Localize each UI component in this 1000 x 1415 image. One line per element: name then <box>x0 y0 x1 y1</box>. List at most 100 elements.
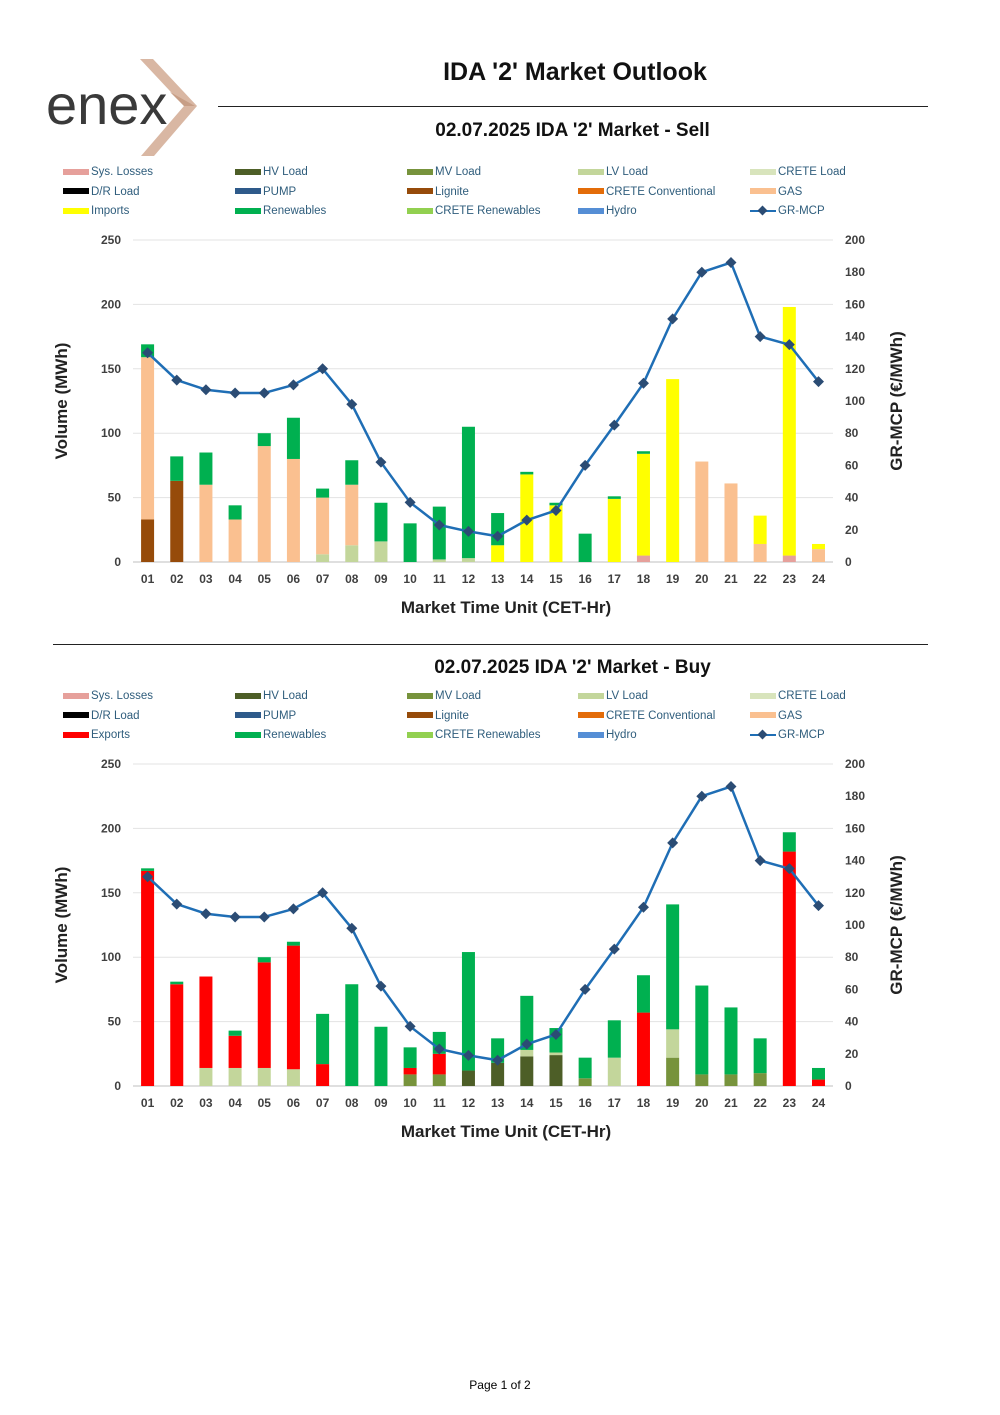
buy-legend-swatch-renewables <box>235 731 261 738</box>
buy-legend-swatch-gas <box>750 712 776 719</box>
buy-bar-mv-load <box>695 1074 709 1086</box>
sell-legend-swatch-lignite <box>407 188 433 195</box>
buy-x-tick-label: 18 <box>637 1096 651 1110</box>
buy-mcp-point <box>637 901 649 913</box>
buy-bar-hv-load <box>491 1062 505 1086</box>
buy-x-tick-label: 11 <box>433 1096 446 1110</box>
buy-mcp-point <box>492 1054 504 1066</box>
buy-x-tick-label: 01 <box>141 1096 155 1110</box>
buy-legend-label-exports: Exports <box>91 729 130 741</box>
sell-legend-label-crete-conventional: CRETE Conventional <box>606 185 716 198</box>
buy-x-tick-label: 03 <box>199 1096 213 1110</box>
sell-mcp-point <box>142 347 154 359</box>
sell-y-tick-label: 50 <box>108 491 122 505</box>
sell-legend-item-lv-load: LV Load <box>578 166 648 178</box>
sell-bar-renewables <box>461 426 475 559</box>
sell-x-tick-label: 18 <box>637 572 651 586</box>
enex-logo: enex <box>44 56 204 166</box>
buy-x-axis-label: Market Time Unit (CET-Hr) <box>401 1122 611 1141</box>
buy-legend-swatch-pump <box>235 712 261 719</box>
buy-legend-item-lv-load: LV Load <box>578 690 648 702</box>
buy-bar-lv-load <box>228 1067 242 1086</box>
buy-mcp-point <box>812 900 824 912</box>
sell-legend-item-hv-load: HV Load <box>235 166 308 178</box>
buy-mcp-point <box>404 1020 416 1032</box>
buy-bar-lv-load <box>286 1069 300 1086</box>
buy-bar-renewables <box>141 868 155 871</box>
sell-y2-tick-label: 40 <box>845 491 859 505</box>
buy-mcp-point <box>608 943 620 955</box>
buy-y2-tick-label: 0 <box>845 1079 852 1093</box>
buy-bar-hv-load <box>461 1070 475 1086</box>
sell-legend-label-mv-load: MV Load <box>435 166 482 178</box>
sell-x-tick-label: 24 <box>812 572 826 586</box>
sell-legend-swatch-sys-losses <box>63 168 89 175</box>
buy-legend-swatch-sys-losses <box>63 692 89 699</box>
sell-bar-renewables <box>257 433 271 447</box>
buy-x-tick-label: 24 <box>812 1096 826 1110</box>
buy-bar-renewables <box>811 1067 825 1080</box>
buy-bar-mv-load <box>666 1057 680 1086</box>
buy-y2-tick-label: 80 <box>845 950 859 964</box>
buy-x-tick-label: 07 <box>316 1096 330 1110</box>
sell-bar-renewables <box>403 523 417 562</box>
sell-chart-plot: 0501001502002500204060801001201401601802… <box>52 233 906 617</box>
buy-legend-item-gas: GAS <box>750 710 802 722</box>
buy-legend-swatch-lv-load <box>578 692 604 699</box>
sell-mcp-point <box>317 363 329 375</box>
sell-x-tick-label: 05 <box>258 572 272 586</box>
buy-x-tick-label: 02 <box>170 1096 184 1110</box>
buy-legend-swatch-crete-load <box>750 692 776 699</box>
buy-bar-exports <box>636 1012 650 1086</box>
buy-bar-renewables <box>374 1026 388 1086</box>
sell-bar-gas <box>199 484 213 562</box>
sell-legend-item-gas: GAS <box>750 186 802 198</box>
page-footer: Page 1 of 2 <box>469 1378 531 1392</box>
sell-x-tick-label: 04 <box>228 572 242 586</box>
sell-x-tick-label: 17 <box>608 572 622 586</box>
buy-legend-swatch-hydro <box>578 731 604 738</box>
sell-bar-gas <box>257 446 271 562</box>
buy-y-tick-label: 250 <box>101 757 121 771</box>
svg-text:enex: enex <box>46 73 167 136</box>
sell-x-tick-label: 08 <box>345 572 359 586</box>
sell-mcp-line <box>146 261 820 538</box>
sell-y2-tick-label: 120 <box>845 362 865 376</box>
sell-y2-tick-label: 60 <box>845 458 859 472</box>
buy-bar-renewables <box>724 1007 738 1075</box>
sell-bar-renewables <box>432 506 446 560</box>
buy-y2-tick-label: 140 <box>845 854 865 868</box>
buy-chart-title: 02.07.2025 IDA '2' Market - Buy <box>434 657 711 678</box>
buy-legend-label-crete-renewables: CRETE Renewables <box>435 729 541 741</box>
sell-x-tick-label: 12 <box>462 572 476 586</box>
sell-legend-label-renewables: Renewables <box>263 205 327 217</box>
buy-legend-item-d-r-load: D/R Load <box>63 710 140 722</box>
sell-legend-label-lignite: Lignite <box>435 185 469 198</box>
buy-legend-swatch-mv-load <box>407 692 433 699</box>
sell-legend-swatch-hv-load <box>235 168 261 175</box>
buy-y2-tick-label: 120 <box>845 886 865 900</box>
buy-x-tick-label: 05 <box>258 1096 272 1110</box>
buy-legend-label-pump: PUMP <box>263 709 297 722</box>
sell-bar-gas <box>811 549 825 562</box>
sell-legend-label-sys-losses: Sys. Losses <box>91 166 153 178</box>
buy-legend-label-gas: GAS <box>778 709 803 722</box>
buy-bar-exports <box>782 851 796 1086</box>
buy-y2-tick-label: 160 <box>845 821 865 835</box>
buy-x-tick-label: 23 <box>783 1096 797 1110</box>
buy-bar-lv-load <box>607 1057 621 1086</box>
sell-chart: 02.07.2025 IDA '2' Market - Sell Sys. Lo… <box>0 118 1000 638</box>
buy-x-tick-label: 10 <box>403 1096 417 1110</box>
buy-bar-exports <box>403 1067 417 1075</box>
buy-mcp-point <box>200 908 212 920</box>
sell-y2-tick-label: 80 <box>845 426 859 440</box>
buy-legend-label-hv-load: HV Load <box>263 690 308 702</box>
sell-y-tick-label: 0 <box>114 555 121 569</box>
sell-bar-lignite <box>170 480 184 562</box>
sell-bar-lv-load <box>374 541 388 562</box>
sell-legend-item-pump: PUMP <box>235 186 296 198</box>
buy-legend-label-d-r-load: D/R Load <box>91 709 140 722</box>
sell-bar-lv-load <box>461 558 475 562</box>
sell-y-tick-label: 100 <box>101 426 121 440</box>
sell-y-tick-label: 150 <box>101 362 121 376</box>
